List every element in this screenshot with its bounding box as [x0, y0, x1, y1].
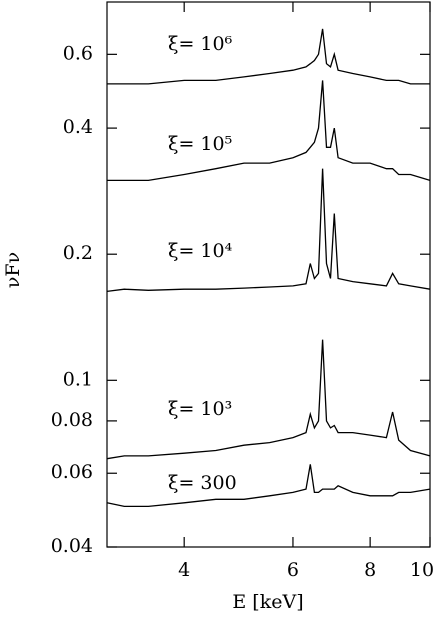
- y-axis-label: νFν: [2, 252, 24, 288]
- y-tick-label: 0.2: [63, 242, 93, 264]
- x-axis-label: E [keV]: [232, 591, 303, 613]
- y-tick-label: 0.06: [51, 461, 93, 483]
- series-label: ξ= 10⁵: [168, 133, 232, 155]
- series-line: [107, 80, 431, 182]
- x-tick-label: 4: [178, 559, 190, 581]
- series-label: ξ= 10⁴: [168, 240, 233, 262]
- y-tick-label: 0.4: [63, 116, 93, 138]
- y-tick-label: 0.6: [63, 42, 93, 64]
- y-tick-label: 0.04: [51, 535, 93, 557]
- x-tick-label: 8: [364, 559, 376, 581]
- series-line: [106, 464, 431, 508]
- y-tick-label: 0.1: [63, 368, 93, 390]
- y-tick-label: 0.08: [51, 409, 93, 431]
- x-tick-label: 10: [410, 559, 434, 581]
- series-label: ξ= 300: [168, 472, 237, 494]
- x-tick-label: 6: [287, 559, 299, 581]
- series-label: ξ= 10⁶: [168, 33, 233, 55]
- series-line: [107, 28, 430, 85]
- series-line: [106, 168, 431, 293]
- series-line: [106, 339, 431, 460]
- plot-frame: [106, 1, 431, 548]
- series-label: ξ= 10³: [168, 398, 232, 420]
